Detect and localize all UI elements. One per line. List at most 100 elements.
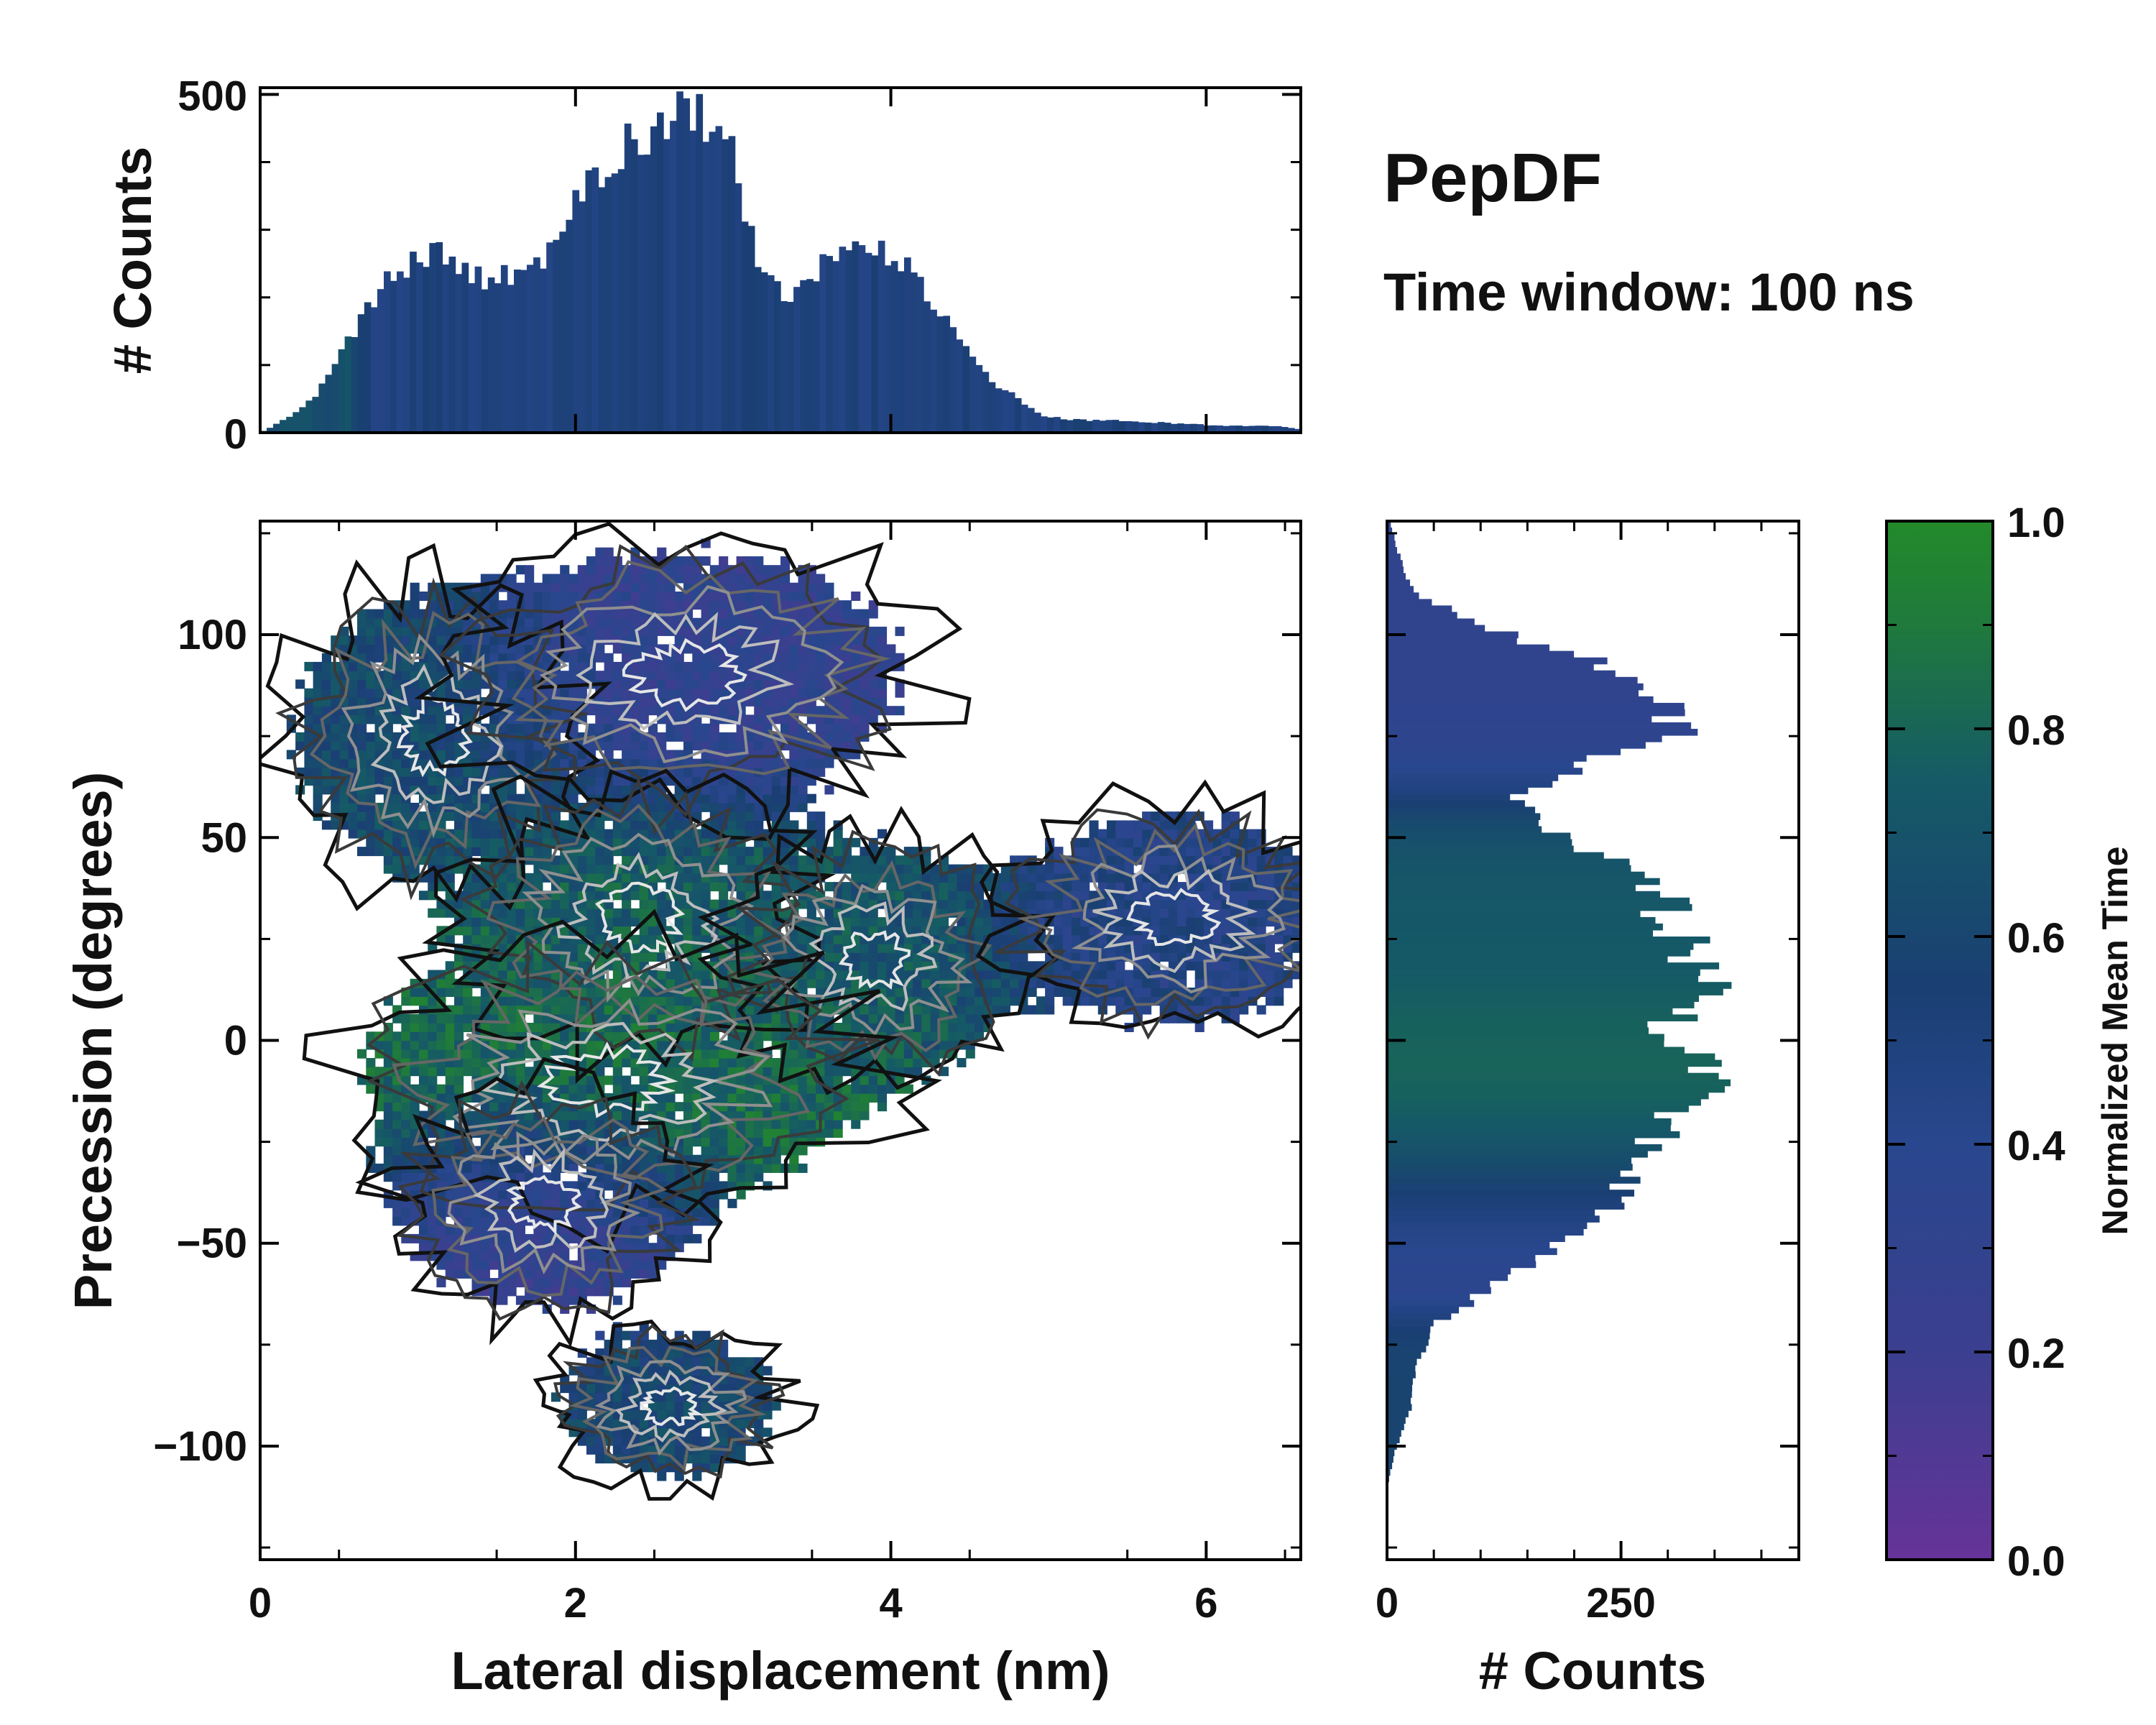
- heatmap-cell: [780, 644, 791, 654]
- histogram-bar: [1177, 423, 1184, 433]
- heatmap-cell: [921, 1031, 931, 1041]
- heatmap-cell: [533, 1181, 543, 1191]
- heatmap-cell: [754, 855, 764, 865]
- heatmap-cell: [595, 714, 605, 724]
- heatmap-cell: [842, 917, 852, 927]
- heatmap-cell: [771, 661, 781, 671]
- histogram-bar: [611, 173, 619, 433]
- heatmap-cell: [480, 891, 490, 901]
- heatmap-cell: [657, 661, 667, 671]
- histogram-bar: [1001, 390, 1009, 433]
- heatmap-cell: [771, 1401, 781, 1411]
- heatmap-cell: [348, 758, 358, 768]
- heatmap-cell: [701, 794, 711, 804]
- heatmap-cell: [780, 1119, 791, 1129]
- heatmap-cell: [754, 1419, 764, 1429]
- heatmap-cell: [842, 978, 852, 988]
- heatmap-cell: [851, 908, 861, 918]
- heatmap-cell: [568, 574, 579, 584]
- heatmap-cell: [586, 926, 596, 936]
- heatmap-cell: [463, 653, 473, 663]
- heatmap-cell: [525, 873, 535, 883]
- heatmap-cell: [622, 899, 632, 909]
- histogram-bar: [591, 167, 599, 433]
- heatmap-cell: [445, 1075, 455, 1085]
- heatmap-cell: [798, 899, 808, 909]
- heatmap-cell: [498, 1208, 508, 1218]
- heatmap-cell: [798, 750, 808, 760]
- histogram-bar: [774, 281, 781, 433]
- heatmap-cell: [948, 873, 958, 883]
- heatmap-cell: [648, 1269, 658, 1279]
- heatmap-cell: [595, 1172, 605, 1182]
- heatmap-cell: [806, 714, 816, 724]
- heatmap-cell: [754, 811, 764, 822]
- heatmap-cell: [480, 1216, 490, 1226]
- heatmap-cell: [709, 1146, 719, 1156]
- heatmap-cell: [727, 811, 737, 822]
- heatmap-cell: [824, 661, 834, 671]
- heatmap-cell: [763, 1384, 773, 1394]
- heatmap-cell: [533, 961, 543, 971]
- heatmap-cell: [665, 671, 676, 681]
- heatmap-cell: [622, 582, 632, 592]
- heatmap-cell: [568, 952, 579, 962]
- heatmap-cell: [445, 750, 455, 760]
- heatmap-cell: [507, 785, 517, 795]
- heatmap-cell: [771, 688, 781, 698]
- heatmap-cell: [471, 741, 482, 751]
- heatmap-cell: [719, 1146, 729, 1156]
- heatmap-cell: [401, 1023, 411, 1032]
- heatmap-cell: [789, 882, 799, 892]
- heatmap-cell: [454, 1243, 464, 1253]
- heatmap-cell: [577, 926, 587, 936]
- heatmap-cell: [957, 1023, 967, 1032]
- heatmap-cell: [692, 996, 702, 1006]
- heatmap-cell: [657, 1471, 667, 1481]
- heatmap-cell: [719, 891, 729, 901]
- heatmap-cell: [630, 1225, 640, 1235]
- heatmap-cell: [525, 723, 535, 733]
- heatmap-cell: [568, 1295, 579, 1305]
- heatmap-cell: [975, 1005, 985, 1015]
- heatmap-cell: [612, 714, 622, 724]
- histogram-bar: [267, 428, 274, 433]
- heatmap-cell: [550, 996, 561, 1006]
- heatmap-cell: [674, 1084, 684, 1094]
- heatmap-cell: [736, 820, 746, 830]
- heatmap-cell: [736, 1366, 746, 1376]
- heatmap-cell: [868, 1013, 878, 1024]
- heatmap-cell: [736, 1357, 746, 1367]
- heatmap-cell: [410, 1067, 420, 1077]
- heatmap-cell: [842, 706, 852, 716]
- heatmap-cell: [454, 794, 464, 804]
- heatmap-cell: [463, 767, 473, 777]
- heatmap-cell: [736, 864, 746, 874]
- heatmap-cell: [657, 1366, 667, 1376]
- heatmap-cell: [489, 1260, 499, 1270]
- heatmap-cell: [824, 943, 834, 953]
- heatmap-cell: [719, 1093, 729, 1103]
- heatmap-cell: [701, 970, 711, 980]
- heatmap-cell: [727, 1172, 737, 1182]
- heatmap-cell: [895, 706, 905, 716]
- heatmap-cell: [454, 679, 464, 689]
- heatmap-cell: [445, 1233, 455, 1243]
- histogram-bar: [858, 245, 866, 433]
- histogram-bar: [280, 420, 287, 433]
- heatmap-cell: [525, 574, 535, 584]
- histogram-bar: [988, 382, 996, 433]
- heatmap-cell: [586, 1119, 596, 1129]
- heatmap-cell: [586, 829, 596, 839]
- heatmap-cell: [515, 741, 525, 751]
- heatmap-cell: [674, 600, 684, 610]
- heatmap-cell: [789, 1163, 799, 1173]
- heatmap-cell: [498, 1190, 508, 1200]
- heatmap-cell: [454, 899, 464, 909]
- heatmap-cell: [463, 635, 473, 645]
- histogram-bar: [384, 271, 391, 433]
- heatmap-cell: [789, 635, 799, 645]
- heatmap-cell: [692, 671, 702, 681]
- heatmap-cell: [612, 741, 622, 751]
- heatmap-cell: [648, 952, 658, 962]
